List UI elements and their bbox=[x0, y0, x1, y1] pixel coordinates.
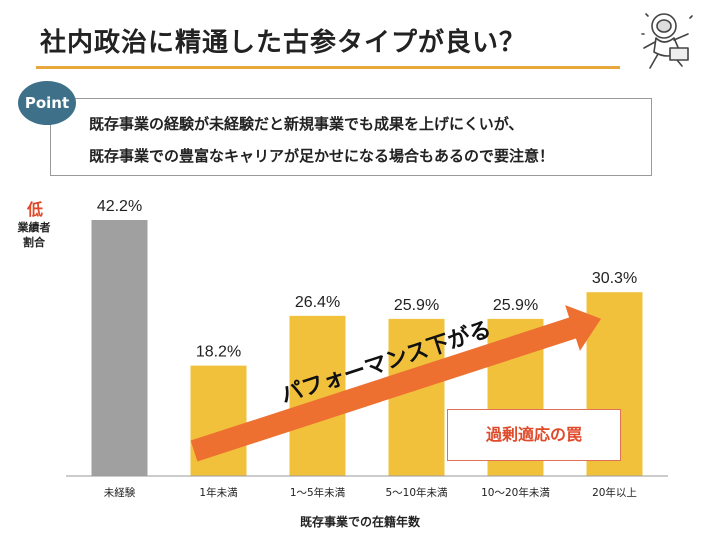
bar-value-label: 18.2% bbox=[196, 344, 241, 361]
y-axis-label: 業績者 割合 bbox=[14, 220, 54, 250]
title-underline bbox=[36, 66, 620, 69]
x-tick-label: 10〜20年未満 bbox=[481, 486, 550, 499]
point-text-line-2: 既存事業での豊富なキャリアが足かせになる場合もあるので要注意！ bbox=[89, 147, 555, 165]
point-text-line-1: 既存事業の経験が未経験だと新規事業でも成果を上げにくいが、 bbox=[89, 115, 524, 133]
x-tick-label: 1〜5年未満 bbox=[290, 486, 346, 499]
x-tick-label: 1年未満 bbox=[199, 486, 238, 499]
x-tick-label: 20年以上 bbox=[592, 486, 637, 499]
low-label: 低 bbox=[26, 200, 43, 219]
bar-value-label: 25.9% bbox=[394, 297, 439, 314]
x-tick-label: 5〜10年未満 bbox=[385, 486, 448, 499]
x-axis-title: 既存事業での在籍年数 bbox=[299, 515, 420, 529]
bar-value-label: 30.3% bbox=[592, 270, 637, 287]
point-badge: Point bbox=[18, 81, 76, 125]
arrow-shape bbox=[190, 305, 602, 462]
page-title: 社内政治に精通した古参タイプが良い？ bbox=[40, 28, 527, 58]
y-axis-label-line-2: 割合 bbox=[23, 236, 45, 249]
bar bbox=[388, 318, 445, 476]
bar-value-label: 26.4% bbox=[295, 294, 340, 311]
x-tick-label: 未経験 bbox=[104, 486, 136, 499]
astronaut-laptop-icon bbox=[641, 13, 693, 69]
y-axis-label-line-1: 業績者 bbox=[17, 221, 51, 234]
point-callout: 既存事業の経験が未経験だと新規事業でも成果を上げにくいが、 既存事業での豊富なキ… bbox=[50, 98, 652, 176]
bar-value-label: 25.9% bbox=[493, 297, 538, 314]
trap-label-box: 過剰適応の罠 bbox=[447, 409, 621, 461]
bar bbox=[91, 220, 148, 476]
bar-value-label: 42.2% bbox=[97, 198, 142, 215]
